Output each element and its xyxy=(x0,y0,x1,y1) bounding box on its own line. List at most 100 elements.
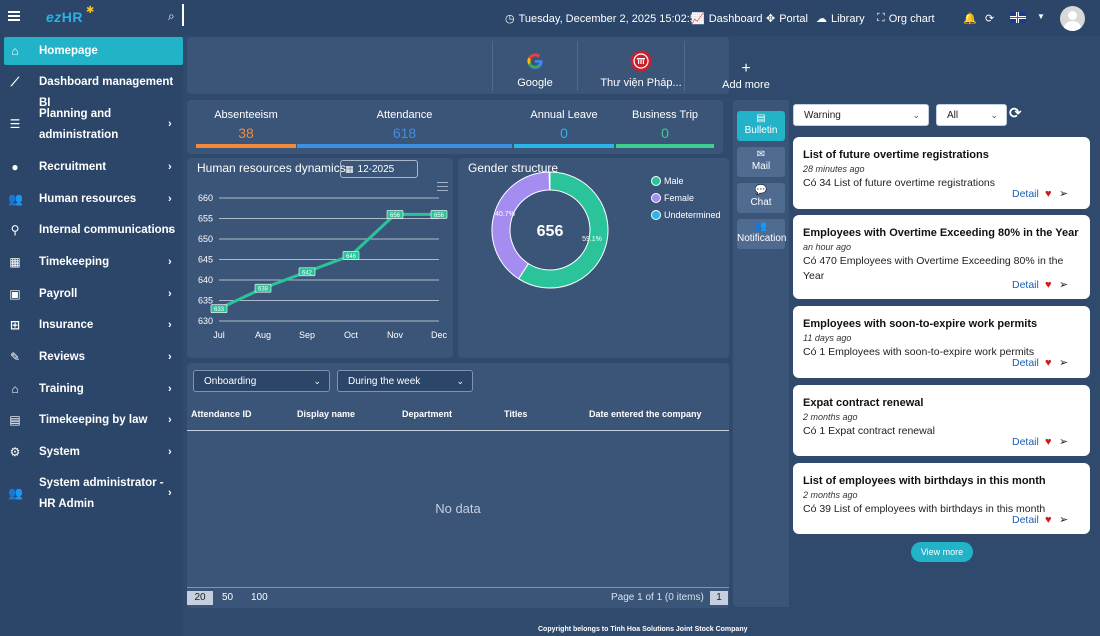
shortcut-divider xyxy=(684,41,685,91)
page-size-100-button[interactable]: 100 xyxy=(251,592,268,603)
app-logo[interactable]: ezHR ✱ xyxy=(46,5,94,25)
sidebar-item-internal-communications[interactable]: ⚲ Internal communications › xyxy=(0,220,183,240)
kpi-absenteeism-value[interactable]: 38 xyxy=(238,125,254,141)
sidebar-item-reviews[interactable]: ✎ Reviews › xyxy=(0,347,183,367)
bulletin-card-time: 28 minutes ago xyxy=(803,164,865,174)
kpi-business-trip-value[interactable]: 0 xyxy=(661,125,669,141)
sidebar-item-system-admin[interactable]: 👥 System administrator - HR Admin › xyxy=(0,473,183,515)
tab-notification[interactable]: 👥 Notification xyxy=(737,219,786,249)
tab-bulletin[interactable]: ▤ Bulletin xyxy=(737,111,785,141)
bulletin-card-detail-link[interactable]: Detail xyxy=(1012,357,1039,369)
heart-icon[interactable]: ♥ xyxy=(1045,279,1052,291)
search-icon[interactable]: ⌕ xyxy=(168,9,175,23)
paper-plane-icon[interactable]: ➢ xyxy=(1059,279,1069,291)
bulletin-card-detail-link[interactable]: Detail xyxy=(1012,279,1039,291)
add-shortcut-button[interactable]: + Add more xyxy=(703,41,789,92)
chevron-down-icon: ⌄ xyxy=(990,110,998,120)
shortcut-library[interactable]: Thư viện Pháp... xyxy=(598,41,685,91)
sidebar-item-payroll[interactable]: ▣ Payroll › xyxy=(0,284,183,304)
bulletin-card-overtime-future[interactable]: List of future overtime registrations 28… xyxy=(793,137,1090,209)
bell-icon[interactable]: 🔔 xyxy=(963,13,977,25)
logo-hr-text: HR xyxy=(61,9,84,25)
kpi-absenteeism-title: Absenteeism xyxy=(214,109,278,121)
org-chart-icon: ⛶ xyxy=(877,12,885,24)
bulletin-card-overtime-80[interactable]: Employees with Overtime Exceeding 80% in… xyxy=(793,215,1090,299)
united-kingdom-flag-icon[interactable] xyxy=(1010,12,1026,23)
user-avatar[interactable] xyxy=(1060,6,1085,31)
search-input[interactable] xyxy=(182,4,184,26)
shortcut-divider xyxy=(577,41,578,91)
tab-chat[interactable]: 💬 Chat xyxy=(737,183,785,213)
bulletin-type-value: Warning xyxy=(804,109,841,121)
chart-menu-icon[interactable] xyxy=(437,182,448,194)
sidebar: ⌂ Homepage ⟋ Dashboard management BI ☰ P… xyxy=(0,36,183,636)
cogs-icon: ⚙ xyxy=(9,445,21,459)
sidebar-item-insurance[interactable]: ⊞ Insurance › xyxy=(0,315,183,335)
heart-icon[interactable]: ♥ xyxy=(1045,514,1052,526)
sidebar-item-recruitment[interactable]: ● Recruitment › xyxy=(0,157,183,177)
bulletin-card-work-permits[interactable]: Employees with soon-to-expire work permi… xyxy=(793,306,1090,378)
paper-plane-icon[interactable]: ➢ xyxy=(1059,188,1069,200)
sidebar-item-planning[interactable]: ☰ Planning and administration › xyxy=(0,104,183,146)
bulletin-card-detail-link[interactable]: Detail xyxy=(1012,436,1039,448)
bulletin-card-detail-link[interactable]: Detail xyxy=(1012,514,1039,526)
column-header-department[interactable]: Department xyxy=(402,409,453,419)
bulletin-scope-dropdown[interactable]: All ⌄ xyxy=(936,104,1007,126)
status-filter-value: Onboarding xyxy=(204,375,257,387)
sidebar-item-training[interactable]: ⌂ Training › xyxy=(0,379,183,399)
column-header-display-name[interactable]: Display name xyxy=(297,409,356,419)
heart-icon[interactable]: ♥ xyxy=(1045,357,1052,369)
sidebar-item-system[interactable]: ⚙ System › xyxy=(0,442,183,462)
data-label: 638 xyxy=(258,287,269,293)
chevron-right-icon: › xyxy=(168,161,172,173)
shortcut-divider xyxy=(492,41,493,91)
bulletin-card-time: 2 months ago xyxy=(803,412,858,422)
legend-male[interactable]: Male xyxy=(651,176,684,186)
dashboard-link[interactable]: 📈 Dashboard xyxy=(691,12,763,26)
sidebar-item-homepage[interactable]: ⌂ Homepage xyxy=(4,37,183,65)
paper-plane-icon[interactable]: ➢ xyxy=(1059,357,1069,369)
sidebar-item-dashboard-bi[interactable]: ⟋ Dashboard management BI xyxy=(0,72,183,109)
month-picker[interactable]: ▦ 12-2025 xyxy=(340,160,418,178)
view-more-button[interactable]: View more xyxy=(911,542,973,562)
status-filter-dropdown[interactable]: Onboarding ⌄ xyxy=(193,370,330,392)
shortcut-google[interactable]: Google xyxy=(492,41,578,91)
portal-link[interactable]: ✥ Portal xyxy=(766,12,808,26)
bulletin-card-detail-link[interactable]: Detail xyxy=(1012,188,1039,200)
paper-plane-icon[interactable]: ➢ xyxy=(1059,514,1069,526)
chevron-right-icon: › xyxy=(168,351,172,363)
heart-icon[interactable]: ♥ xyxy=(1045,436,1052,448)
library-link[interactable]: ☁ Library xyxy=(816,12,865,26)
bulletin-card-birthdays[interactable]: List of employees with birthdays in this… xyxy=(793,463,1090,534)
kpi-attendance-title: Attendance xyxy=(376,109,433,121)
bulletin-card-expat-renewal[interactable]: Expat contract renewal 2 months ago Có 1… xyxy=(793,385,1090,456)
bulletin-type-dropdown[interactable]: Warning ⌄ xyxy=(793,104,929,126)
tab-mail[interactable]: ✉ Mail xyxy=(737,147,785,177)
refresh-icon[interactable]: ⟳ xyxy=(985,13,995,25)
sidebar-item-timekeeping-by-law[interactable]: ▤ Timekeeping by law › xyxy=(0,410,183,430)
comments-icon: 💬 xyxy=(754,185,768,196)
sidebar-item-timekeeping[interactable]: ▦ Timekeeping › xyxy=(0,252,183,272)
org-chart-link[interactable]: ⛶ Org chart xyxy=(877,12,935,25)
period-filter-dropdown[interactable]: During the week ⌄ xyxy=(337,370,473,392)
column-header-titles[interactable]: Titles xyxy=(504,409,528,419)
shortcut-label: Thư viện Pháp... xyxy=(600,77,682,89)
page-1-button[interactable]: 1 xyxy=(710,591,728,605)
sidebar-item-human-resources[interactable]: 👥 Human resources › xyxy=(0,189,183,209)
page-size-50-button[interactable]: 50 xyxy=(222,592,234,603)
bulletin-refresh-icon[interactable]: ⟳ xyxy=(1009,105,1022,122)
language-chevron-down-icon[interactable]: ▼ xyxy=(1037,12,1045,21)
sidebar-item-label: Training xyxy=(39,383,84,395)
column-header-date-entered[interactable]: Date entered the company xyxy=(589,409,702,419)
hamburger-menu-icon[interactable] xyxy=(8,11,20,23)
kpi-annual-leave-value[interactable]: 0 xyxy=(560,125,568,141)
column-header-attendance-id[interactable]: Attendance ID xyxy=(191,409,252,419)
kpi-attendance-value[interactable]: 618 xyxy=(392,125,417,141)
heart-icon[interactable]: ♥ xyxy=(1045,188,1052,200)
legend-female[interactable]: Female xyxy=(651,193,694,203)
kpi-annual-leave-bar xyxy=(514,144,614,148)
legend-undetermined[interactable]: Undetermined xyxy=(651,210,721,220)
paper-plane-icon[interactable]: ➢ xyxy=(1059,436,1069,448)
x-tick-label: Jul xyxy=(213,330,225,340)
page-size-20-button[interactable]: 20 xyxy=(187,591,213,605)
